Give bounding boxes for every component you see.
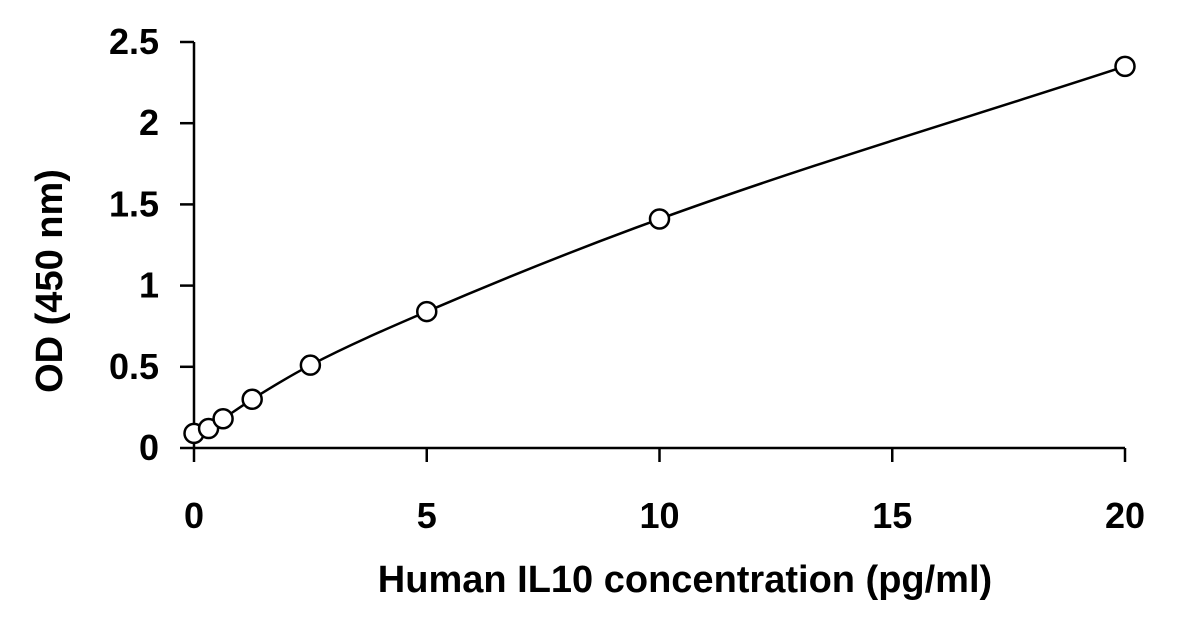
data-point — [212, 408, 234, 430]
data-point — [648, 208, 671, 230]
x-tick-label: 20 — [1105, 495, 1145, 536]
data-points — [183, 55, 1136, 445]
y-tick-label: 1 — [139, 265, 159, 306]
fit-curve — [193, 65, 1126, 435]
x-tick-label: 0 — [184, 495, 204, 536]
x-tick-label: 5 — [417, 495, 437, 536]
x-axis-title: Human IL10 concentration (pg/ml) — [378, 559, 992, 601]
data-point — [1114, 55, 1136, 78]
y-tick-label: 1.5 — [109, 183, 159, 224]
data-point — [197, 417, 220, 440]
y-tick-label: 0 — [139, 427, 159, 468]
data-point — [416, 300, 438, 323]
x-tick-label: 10 — [639, 495, 679, 536]
data-point — [241, 388, 263, 411]
y-tick-label: 2.5 — [109, 21, 159, 62]
data-point — [299, 354, 322, 376]
fit-curve-layer — [193, 65, 1126, 435]
y-tick-label: 2 — [139, 102, 159, 143]
axes: 0 0.5 1 1.5 2 2.5 0 5 10 15 20 — [109, 21, 1145, 536]
x-tick-label: 15 — [872, 495, 912, 536]
y-tick-label: 0.5 — [109, 346, 159, 387]
y-axis-title: OD (450 nm) — [29, 169, 71, 393]
